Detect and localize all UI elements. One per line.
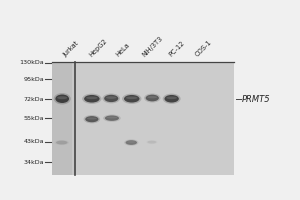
Ellipse shape — [146, 95, 159, 101]
Text: PRMT5: PRMT5 — [242, 95, 271, 104]
Text: 43kDa: 43kDa — [23, 139, 44, 144]
Bar — [52, 62, 234, 175]
Text: 34kDa: 34kDa — [23, 160, 44, 165]
Text: PC-12: PC-12 — [168, 40, 186, 58]
Ellipse shape — [56, 141, 68, 144]
Ellipse shape — [102, 94, 120, 103]
Ellipse shape — [126, 97, 138, 99]
Bar — [52, 62, 73, 175]
Ellipse shape — [84, 95, 100, 103]
Ellipse shape — [55, 140, 69, 145]
Ellipse shape — [126, 140, 137, 145]
Ellipse shape — [56, 95, 69, 103]
Ellipse shape — [84, 115, 100, 123]
Text: 72kDa: 72kDa — [23, 97, 44, 102]
Ellipse shape — [86, 97, 98, 99]
Ellipse shape — [54, 93, 71, 104]
Ellipse shape — [127, 141, 136, 143]
Text: NIH/3T3: NIH/3T3 — [141, 35, 164, 58]
Ellipse shape — [57, 96, 67, 99]
Text: HepG2: HepG2 — [88, 38, 108, 58]
Ellipse shape — [85, 116, 98, 122]
Text: 55kDa: 55kDa — [23, 116, 44, 121]
Ellipse shape — [104, 95, 118, 102]
Ellipse shape — [124, 139, 138, 146]
Ellipse shape — [147, 141, 156, 144]
Text: COS-1: COS-1 — [194, 39, 213, 58]
Ellipse shape — [164, 95, 179, 103]
Ellipse shape — [163, 94, 181, 104]
Text: Jurkat: Jurkat — [62, 40, 80, 58]
Ellipse shape — [122, 94, 142, 104]
Ellipse shape — [144, 93, 160, 103]
Ellipse shape — [106, 96, 116, 99]
Text: 130kDa: 130kDa — [20, 60, 44, 65]
Ellipse shape — [166, 97, 177, 99]
Text: HeLa: HeLa — [115, 42, 131, 58]
Ellipse shape — [87, 117, 97, 120]
Ellipse shape — [147, 96, 157, 98]
Text: 95kDa: 95kDa — [23, 77, 44, 82]
Ellipse shape — [106, 117, 117, 118]
Ellipse shape — [82, 94, 101, 104]
Ellipse shape — [105, 115, 119, 121]
Ellipse shape — [148, 141, 155, 142]
Ellipse shape — [103, 115, 121, 122]
Ellipse shape — [58, 141, 66, 143]
Ellipse shape — [146, 140, 158, 144]
Bar — [75, 62, 234, 175]
Ellipse shape — [124, 95, 140, 103]
